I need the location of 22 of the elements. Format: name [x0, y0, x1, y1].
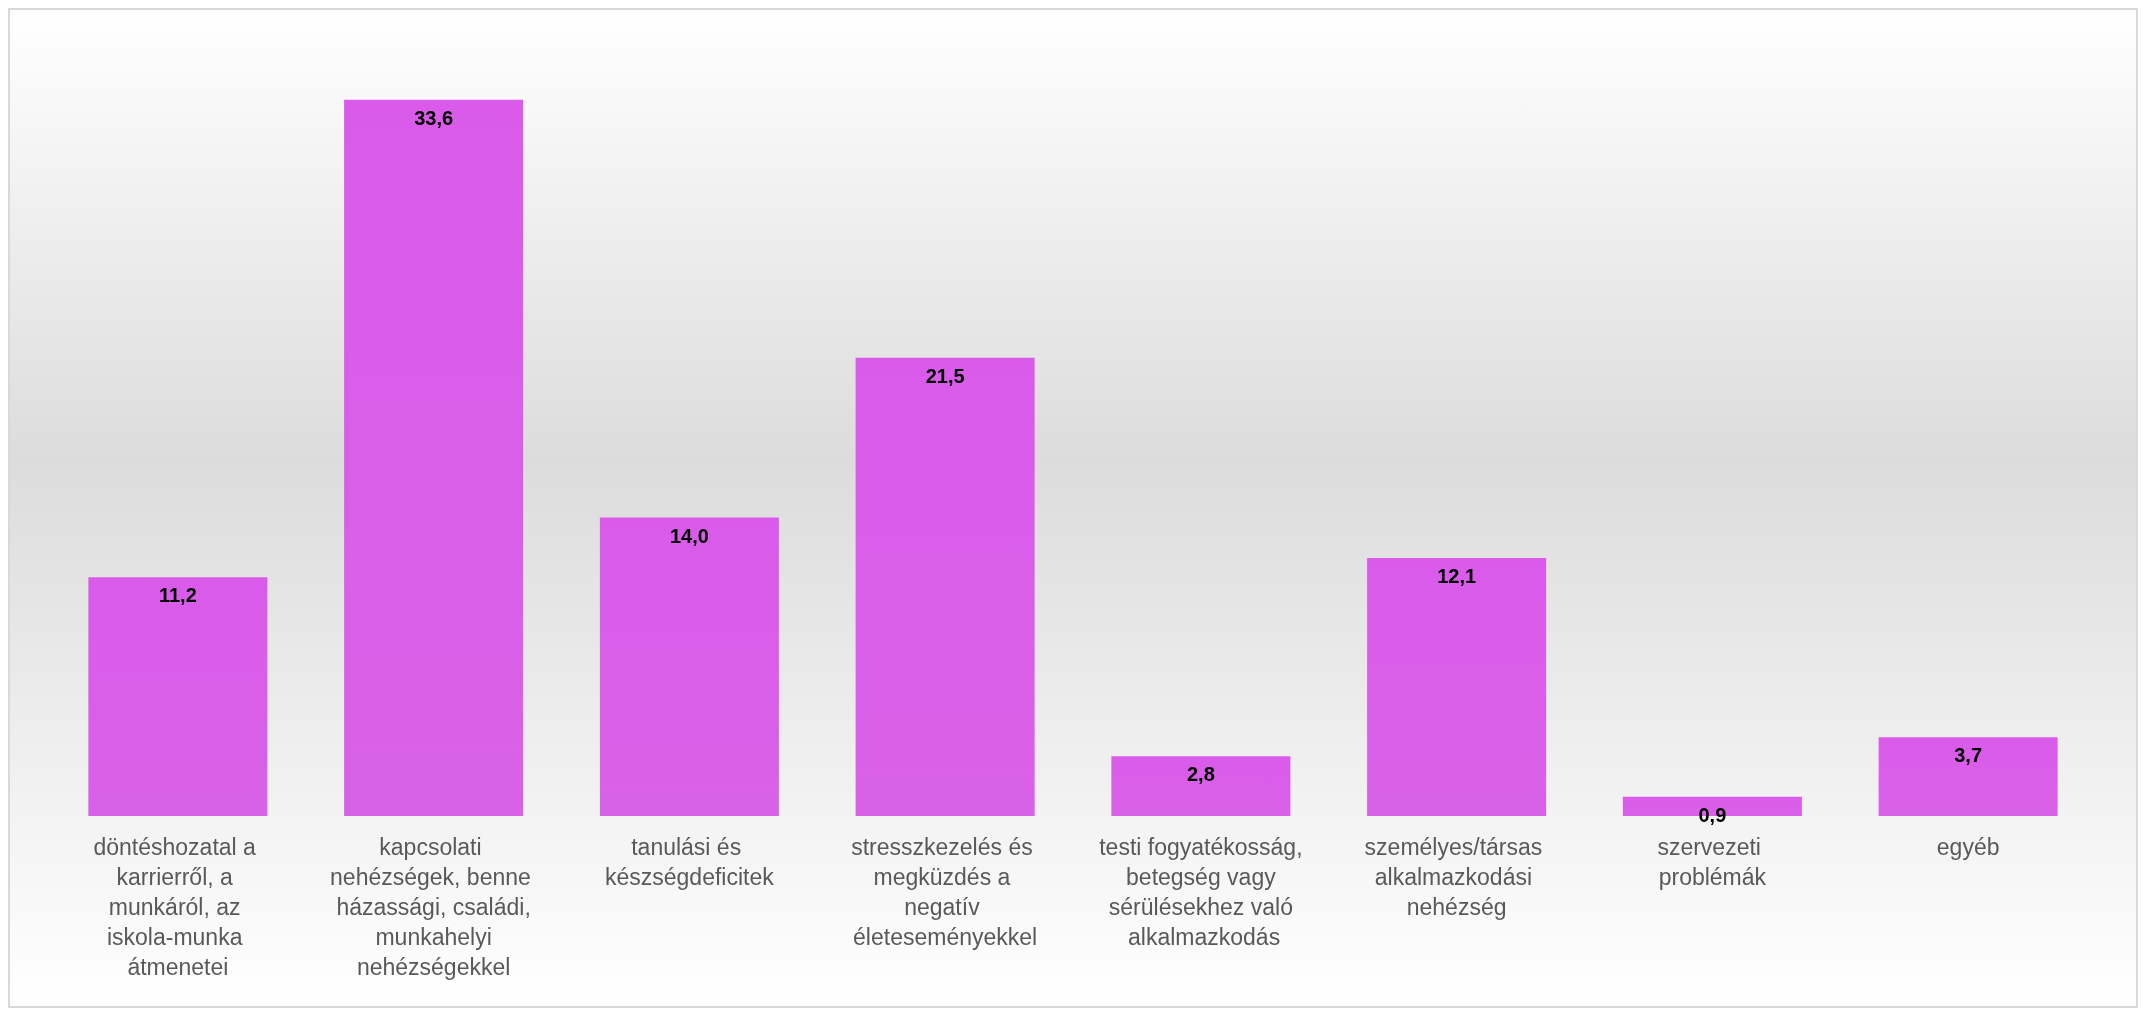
bar: [344, 99, 524, 816]
data-label: 12,1: [1437, 565, 1477, 588]
bar: [88, 577, 268, 816]
x-tick-label: stresszkezelés és megküzdés a negatív életeseményekkel: [851, 834, 1040, 950]
data-label: 33,6: [414, 106, 454, 129]
x-tick-label: kapcsolati nehézségek, benne házassági, családi, munkahelyi nehézségekkel: [330, 834, 538, 980]
data-label: 21,5: [925, 364, 965, 387]
x-tick-label: tanulási és készségdeficitek: [605, 834, 775, 890]
bar: [1111, 756, 1291, 816]
data-label: 2,8: [1186, 763, 1215, 786]
data-label: 14,0: [669, 524, 709, 547]
bar: [599, 517, 779, 816]
x-tick-label: egyéb: [1936, 834, 2000, 860]
x-tick-label: személyes/társas alkalmazkodási nehézség: [1364, 834, 1549, 920]
x-tick-label: döntéshozatal a karrierről, a munkáról, az iskola-munka átmenetei: [93, 834, 263, 980]
x-tick-label: testi fogyatékosság, betegség vagy sérülésekhez való alkalmazkodás: [1099, 834, 1303, 950]
data-label: 11,2: [158, 584, 197, 607]
data-label: 3,7: [1954, 744, 1983, 767]
bar: [1367, 558, 1547, 816]
x-tick-label: szervezeti problémák: [1657, 834, 1768, 890]
bar: [1878, 737, 2058, 816]
bar: [855, 357, 1035, 816]
